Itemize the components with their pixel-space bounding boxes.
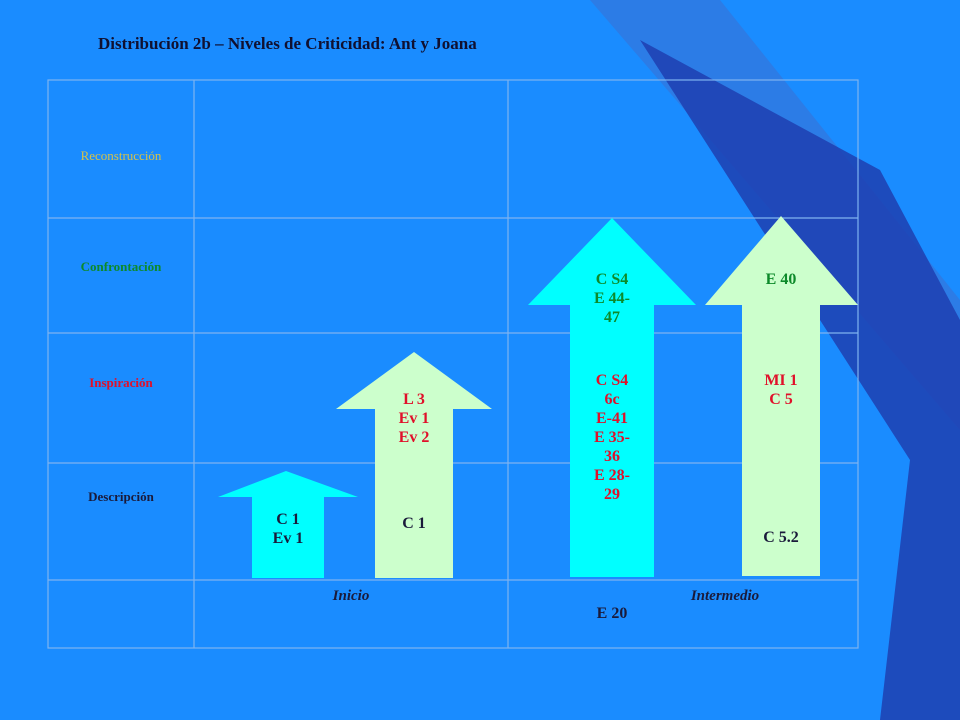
row-label-descripcion: Descripción [88,489,154,504]
arrow-3-text-inspiracion: C S4 6c E-41 E 35- 36 E 28- 29 [594,372,630,503]
arrow-4-text-confrontacion: E 40 [765,271,797,288]
decorative-band-dark [640,40,960,720]
arrow-3-text-confrontacion: C S4 E 44- 47 [594,271,630,326]
column-label-inicio: Inicio [332,588,370,604]
arrow-2 [336,352,492,578]
arrow-1 [218,471,358,578]
arrow-1-text-descripcion: C 1 Ev 1 [272,511,304,547]
grid-outline [47,79,859,649]
page-title: Distribución 2b – Niveles de Criticidad:… [98,34,477,53]
arrow-2-text-descripcion: C 1 [402,515,426,532]
row-label-confrontacion: Confrontación [80,259,162,274]
arrow-4-text-descripcion: C 5.2 [763,529,799,546]
arrow-4 [705,216,858,576]
row-label-reconstruccion: Reconstrucción [80,148,162,163]
column-label-intermedio: Intermedio [690,588,760,604]
row-label-inspiracion: Inspiración [89,375,153,390]
arrow-2-text-inspiracion: L 3 Ev 1 Ev 2 [398,391,430,446]
arrow-4-text-inspiracion: MI 1 C 5 [764,372,798,408]
extra-label-e20: E 20 [596,605,628,622]
arrow-3 [528,218,696,577]
